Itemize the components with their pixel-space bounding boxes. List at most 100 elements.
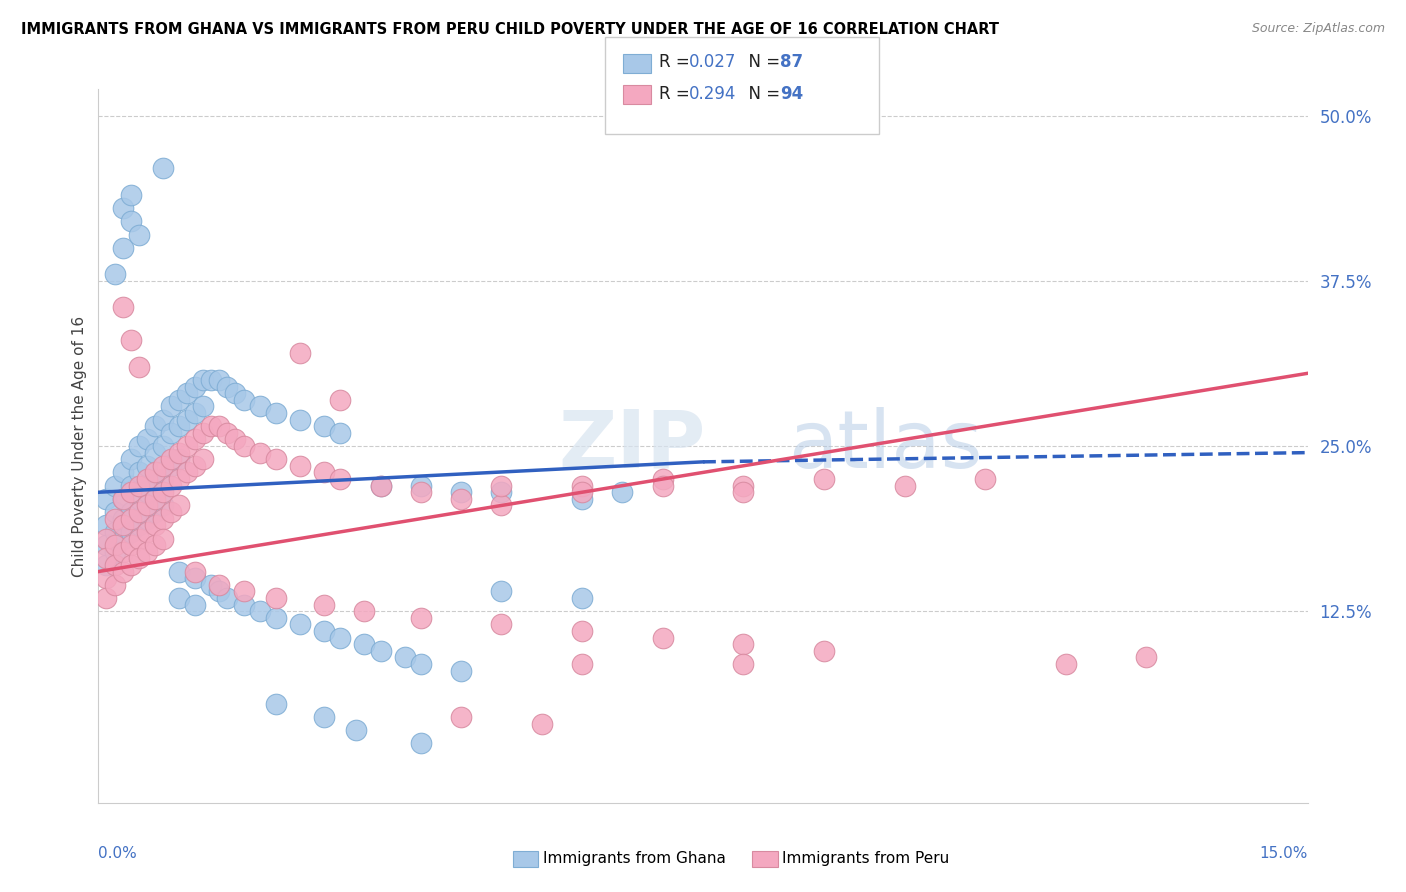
Text: 15.0%: 15.0%	[1260, 846, 1308, 861]
Point	[120, 478, 142, 492]
Point	[288, 617, 311, 632]
Point	[208, 373, 231, 387]
Point	[103, 538, 125, 552]
Point	[128, 359, 150, 374]
Point	[96, 532, 118, 546]
Point	[450, 485, 472, 500]
Point	[103, 578, 125, 592]
Point	[111, 466, 134, 480]
Point	[217, 425, 239, 440]
Point	[184, 379, 207, 393]
Point	[314, 466, 336, 480]
Point	[167, 591, 190, 605]
Point	[651, 472, 673, 486]
Point	[135, 485, 157, 500]
Point	[571, 491, 593, 506]
Point	[120, 452, 142, 467]
Point	[128, 532, 150, 546]
Point	[491, 485, 513, 500]
Text: 0.294: 0.294	[689, 85, 737, 103]
Point	[128, 491, 150, 506]
Point	[974, 472, 997, 486]
Point	[160, 452, 183, 467]
Text: atlas: atlas	[787, 407, 981, 485]
Point	[409, 485, 432, 500]
Point	[208, 419, 231, 434]
Point	[103, 558, 125, 572]
Point	[111, 491, 134, 506]
Point	[128, 227, 150, 242]
Text: Source: ZipAtlas.com: Source: ZipAtlas.com	[1251, 22, 1385, 36]
Point	[135, 472, 157, 486]
Point	[152, 532, 174, 546]
Text: N =: N =	[738, 54, 786, 71]
Point	[167, 472, 190, 486]
Text: IMMIGRANTS FROM GHANA VS IMMIGRANTS FROM PERU CHILD POVERTY UNDER THE AGE OF 16 : IMMIGRANTS FROM GHANA VS IMMIGRANTS FROM…	[21, 22, 1000, 37]
Point	[193, 373, 215, 387]
Point	[249, 400, 271, 414]
Point	[571, 478, 593, 492]
Point	[232, 584, 254, 599]
Point	[232, 392, 254, 407]
Point	[103, 478, 125, 492]
Point	[409, 611, 432, 625]
Point	[200, 373, 222, 387]
Text: Immigrants from Ghana: Immigrants from Ghana	[543, 852, 725, 866]
Point	[733, 637, 755, 651]
Point	[314, 419, 336, 434]
Point	[409, 478, 432, 492]
Point	[111, 545, 134, 559]
Point	[96, 571, 118, 585]
Point	[111, 300, 134, 314]
Point	[103, 545, 125, 559]
Point	[111, 518, 134, 533]
Point	[120, 333, 142, 347]
Point	[103, 511, 125, 525]
Point	[353, 637, 375, 651]
Text: R =: R =	[659, 85, 696, 103]
Point	[232, 598, 254, 612]
Point	[184, 571, 207, 585]
Point	[120, 538, 142, 552]
Point	[208, 578, 231, 592]
Point	[152, 472, 174, 486]
Point	[135, 545, 157, 559]
Point	[176, 466, 198, 480]
Point	[651, 478, 673, 492]
Point	[176, 439, 198, 453]
Point	[217, 591, 239, 605]
Point	[651, 631, 673, 645]
Point	[224, 433, 246, 447]
Point	[160, 458, 183, 473]
Point	[264, 611, 287, 625]
Point	[143, 518, 166, 533]
Point	[120, 558, 142, 572]
Point	[370, 478, 392, 492]
Point	[314, 624, 336, 638]
Point	[733, 657, 755, 671]
Text: ZIP: ZIP	[558, 407, 706, 485]
Point	[733, 478, 755, 492]
Point	[370, 644, 392, 658]
Point	[167, 452, 190, 467]
Text: R =: R =	[659, 54, 696, 71]
Point	[571, 591, 593, 605]
Point	[491, 617, 513, 632]
Point	[329, 425, 352, 440]
Point	[491, 499, 513, 513]
Point	[571, 624, 593, 638]
Point	[135, 458, 157, 473]
Point	[143, 419, 166, 434]
Point	[128, 518, 150, 533]
Point	[264, 591, 287, 605]
Point	[571, 485, 593, 500]
Point	[135, 499, 157, 513]
Point	[152, 412, 174, 426]
Text: 0.0%: 0.0%	[98, 846, 138, 861]
Point	[111, 565, 134, 579]
Point	[103, 524, 125, 539]
Point	[152, 161, 174, 176]
Point	[111, 241, 134, 255]
Point	[329, 631, 352, 645]
Point	[612, 485, 634, 500]
